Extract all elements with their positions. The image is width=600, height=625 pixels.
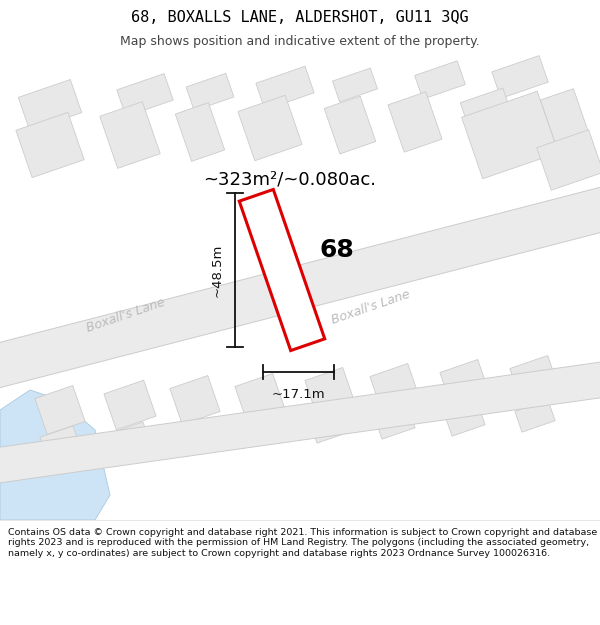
- Polygon shape: [16, 112, 84, 178]
- Polygon shape: [40, 426, 80, 458]
- Text: ~17.1m: ~17.1m: [272, 388, 325, 401]
- Polygon shape: [415, 61, 466, 99]
- Polygon shape: [110, 422, 150, 454]
- Polygon shape: [536, 130, 600, 190]
- Polygon shape: [170, 376, 220, 424]
- Polygon shape: [388, 92, 442, 152]
- Text: Map shows position and indicative extent of the property.: Map shows position and indicative extent…: [120, 34, 480, 48]
- Polygon shape: [440, 359, 490, 409]
- Polygon shape: [0, 390, 110, 520]
- Polygon shape: [238, 95, 302, 161]
- Text: ~48.5m: ~48.5m: [211, 243, 223, 297]
- Text: Boxall's Lane: Boxall's Lane: [85, 296, 167, 335]
- Polygon shape: [35, 386, 85, 434]
- Text: Boxall's Lane: Boxall's Lane: [330, 288, 412, 327]
- Polygon shape: [370, 364, 420, 413]
- Polygon shape: [310, 411, 350, 443]
- Polygon shape: [541, 89, 590, 148]
- Polygon shape: [375, 407, 415, 439]
- Text: 68, BOXALLS LANE, ALDERSHOT, GU11 3QG: 68, BOXALLS LANE, ALDERSHOT, GU11 3QG: [131, 9, 469, 24]
- Polygon shape: [175, 102, 224, 161]
- Polygon shape: [256, 66, 314, 110]
- Text: ~323m²/~0.080ac.: ~323m²/~0.080ac.: [203, 171, 377, 189]
- Polygon shape: [461, 91, 559, 179]
- Polygon shape: [240, 414, 280, 446]
- Polygon shape: [117, 74, 173, 116]
- Polygon shape: [175, 418, 215, 450]
- Polygon shape: [510, 356, 560, 404]
- Polygon shape: [324, 96, 376, 154]
- Polygon shape: [305, 368, 355, 416]
- Polygon shape: [460, 88, 520, 152]
- Polygon shape: [332, 68, 377, 102]
- Polygon shape: [515, 400, 555, 432]
- Polygon shape: [104, 380, 156, 430]
- Polygon shape: [186, 73, 234, 111]
- Text: 68: 68: [320, 238, 355, 262]
- Polygon shape: [0, 362, 600, 483]
- Polygon shape: [445, 404, 485, 436]
- Polygon shape: [0, 187, 600, 388]
- Polygon shape: [239, 189, 325, 351]
- Polygon shape: [492, 56, 548, 98]
- Polygon shape: [235, 374, 285, 423]
- Polygon shape: [19, 79, 82, 131]
- Polygon shape: [100, 102, 160, 168]
- Text: Contains OS data © Crown copyright and database right 2021. This information is : Contains OS data © Crown copyright and d…: [8, 528, 597, 558]
